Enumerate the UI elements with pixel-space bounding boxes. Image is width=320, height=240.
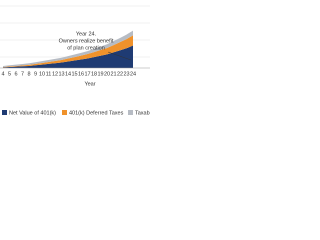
legend-label: Taxable bbox=[135, 110, 150, 116]
areas bbox=[3, 30, 133, 68]
x-tick-label: 18 bbox=[91, 71, 97, 77]
x-tick-label: 10 bbox=[39, 71, 45, 77]
x-tick-label: 21 bbox=[110, 71, 116, 77]
x-tick-label: 13 bbox=[58, 71, 64, 77]
x-tick-label: 5 bbox=[8, 71, 11, 77]
area bbox=[3, 35, 133, 68]
x-tick-label: 7 bbox=[21, 71, 24, 77]
x-tick-label: 9 bbox=[34, 71, 37, 77]
x-tick-label: 14 bbox=[65, 71, 71, 77]
annotation-arrow bbox=[107, 51, 132, 61]
x-tick-label: 22 bbox=[117, 71, 123, 77]
x-tick-label: 12 bbox=[52, 71, 58, 77]
x-tick-label: 24 bbox=[130, 71, 136, 77]
x-tick-label: 6 bbox=[14, 71, 17, 77]
legend-label: 401(k) Deferred Taxes bbox=[69, 110, 124, 116]
annotation: Year 24. bbox=[76, 31, 97, 37]
x-tick-label: 23 bbox=[123, 71, 129, 77]
legend-swatch bbox=[62, 110, 67, 115]
x-tick-label: 16 bbox=[78, 71, 84, 77]
x-axis-title: Year bbox=[84, 81, 95, 87]
x-tick-label: 8 bbox=[27, 71, 30, 77]
legend-label: Net Value of 401(k) bbox=[9, 110, 56, 116]
annotation: of plan creation bbox=[67, 45, 105, 51]
area bbox=[3, 45, 133, 68]
x-tick-label: 11 bbox=[46, 71, 52, 77]
page: {"chart_data": {"type": "stacked-area", … bbox=[0, 0, 150, 150]
chart: Year 24. Owners realize benefit of plan … bbox=[0, 5, 150, 116]
legend-swatch bbox=[128, 110, 133, 115]
x-tick-label: 20 bbox=[104, 71, 110, 77]
x-tick-label: 4 bbox=[1, 71, 4, 77]
legend: Net Value of 401(k) 401(k) Deferred Taxes… bbox=[2, 110, 150, 116]
annotation: Owners realize benefit bbox=[59, 38, 114, 44]
x-tick-label: 17 bbox=[84, 71, 90, 77]
x-tick-label: 15 bbox=[71, 71, 77, 77]
legend-swatch bbox=[2, 110, 7, 115]
x-tick-label: 19 bbox=[97, 71, 103, 77]
